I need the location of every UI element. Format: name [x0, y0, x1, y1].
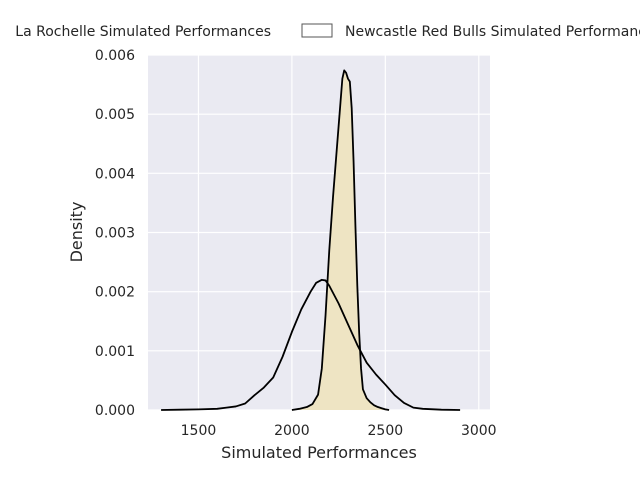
y-tick-label: 0.006: [95, 48, 135, 64]
y-tick-labels: 0.000 0.001 0.002 0.003 0.004 0.005 0.006: [95, 48, 135, 419]
y-tick-label: 0.001: [95, 344, 135, 360]
legend: La Rochelle Simulated Performances Newca…: [15, 23, 640, 40]
x-axis-title: Simulated Performances: [221, 443, 417, 462]
series-0-line: [291, 69, 390, 411]
x-tick-label: 3000: [461, 423, 497, 439]
horizontal-gridlines: [148, 54, 490, 411]
y-axis-title: Density: [67, 202, 86, 263]
x-tick-label: 1500: [181, 423, 217, 439]
series-layer: [161, 69, 461, 411]
y-tick-label: 0.005: [95, 107, 135, 123]
x-tick-label: 2500: [368, 423, 404, 439]
series-0-area: [291, 70, 390, 410]
x-tick-label: 2000: [274, 423, 310, 439]
series-1-line: [161, 278, 461, 411]
y-tick-label: 0.000: [95, 403, 135, 419]
y-tick-label: 0.002: [95, 285, 135, 301]
legend-label-series-1: Newcastle Red Bulls Simulated Performanc…: [345, 24, 640, 40]
legend-swatch-series-1: [301, 23, 333, 38]
x-tick-labels: 1500 2000 2500 3000: [181, 423, 497, 439]
y-tick-label: 0.003: [95, 226, 135, 242]
y-tick-label: 0.004: [95, 166, 135, 182]
legend-label-series-0: La Rochelle Simulated Performances: [15, 24, 271, 40]
